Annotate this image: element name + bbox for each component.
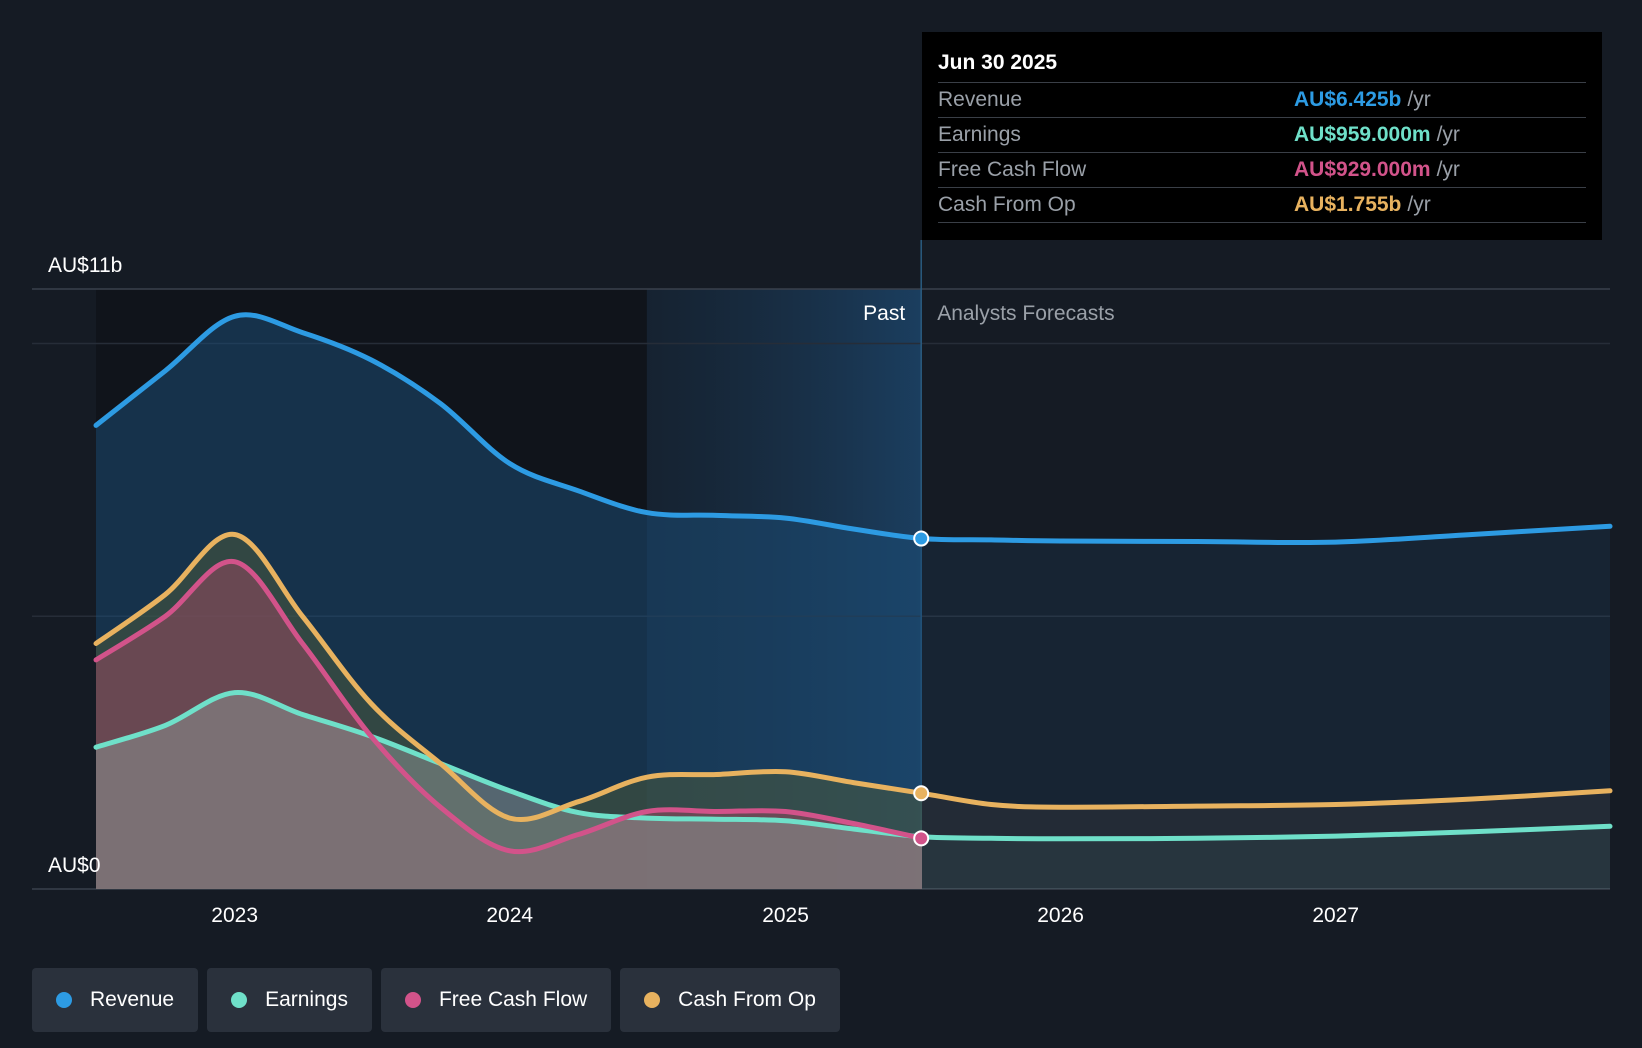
- area-forecast-earnings: [922, 826, 1610, 889]
- legend-dot-icon: [404, 992, 421, 1008]
- tooltip-value: AU$929.000m: [1294, 158, 1431, 181]
- tooltip-unit: /yr: [1436, 123, 1460, 146]
- tooltip-row-earnings: Earnings AU$959.000m /yr: [938, 118, 1586, 153]
- tooltip-unit: /yr: [1407, 88, 1431, 111]
- tooltip-name: Revenue: [938, 88, 1023, 111]
- y-axis-bottom-label: AU$0: [48, 854, 101, 877]
- legend-dot-icon: [231, 992, 248, 1008]
- forecast-label: Analysts Forecasts: [937, 302, 1114, 325]
- legend-label: Cash From Op: [678, 988, 816, 1011]
- tooltip-value: AU$1.755b: [1294, 193, 1402, 216]
- line-cash-from-op: [93, 531, 1613, 822]
- legend-label: Revenue: [90, 988, 175, 1011]
- x-tick-label: 2023: [211, 904, 258, 927]
- line-free-cash-flow: [93, 559, 925, 855]
- marker-revenue: [913, 530, 930, 547]
- tooltip-row-free-cash-flow: Free Cash Flow AU$929.000m /yr: [938, 153, 1586, 188]
- line-revenue: [93, 312, 1613, 546]
- x-tick-label: 2027: [1312, 904, 1359, 927]
- legend-item-revenue[interactable]: Revenue: [32, 968, 199, 1032]
- tooltip-unit: /yr: [1436, 158, 1460, 181]
- marker-free-cash-flow: [913, 830, 930, 847]
- legend-item-earnings[interactable]: Earnings: [207, 968, 372, 1032]
- legend-dot-icon: [644, 992, 661, 1008]
- tooltip-name: Earnings: [938, 123, 1021, 146]
- x-tick-label: 2025: [762, 904, 809, 927]
- tooltip: Jun 30 2025 Revenue AU$6.425b /yr Earnin…: [922, 32, 1602, 240]
- tooltip-name: Free Cash Flow: [938, 158, 1087, 181]
- y-axis-top-label: AU$11b: [48, 254, 122, 277]
- line-earnings: [93, 690, 1613, 842]
- marker-cash-from-op: [913, 785, 930, 802]
- past-label: Past: [863, 302, 905, 325]
- legend-label: Earnings: [265, 988, 348, 1011]
- legend-item-free-cash-flow[interactable]: Free Cash Flow: [380, 968, 612, 1032]
- legend-dot-icon: [56, 992, 72, 1008]
- tooltip-row-revenue: Revenue AU$6.425b /yr: [938, 83, 1586, 118]
- x-tick-label: 2026: [1037, 904, 1084, 927]
- tooltip-date: Jun 30 2025: [938, 48, 1586, 83]
- legend-item-cash-from-op[interactable]: Cash From Op: [620, 968, 840, 1032]
- x-tick-label: 2024: [486, 904, 533, 927]
- tooltip-value: AU$959.000m: [1294, 123, 1431, 146]
- tooltip-value: AU$6.425b: [1294, 88, 1402, 111]
- legend-label: Free Cash Flow: [438, 988, 588, 1011]
- tooltip-name: Cash From Op: [938, 193, 1076, 216]
- legend: Revenue Earnings Free Cash Flow Cash Fro…: [32, 968, 840, 1032]
- tooltip-row-cash-from-op: Cash From Op AU$1.755b /yr: [938, 188, 1586, 223]
- tooltip-unit: /yr: [1407, 193, 1431, 216]
